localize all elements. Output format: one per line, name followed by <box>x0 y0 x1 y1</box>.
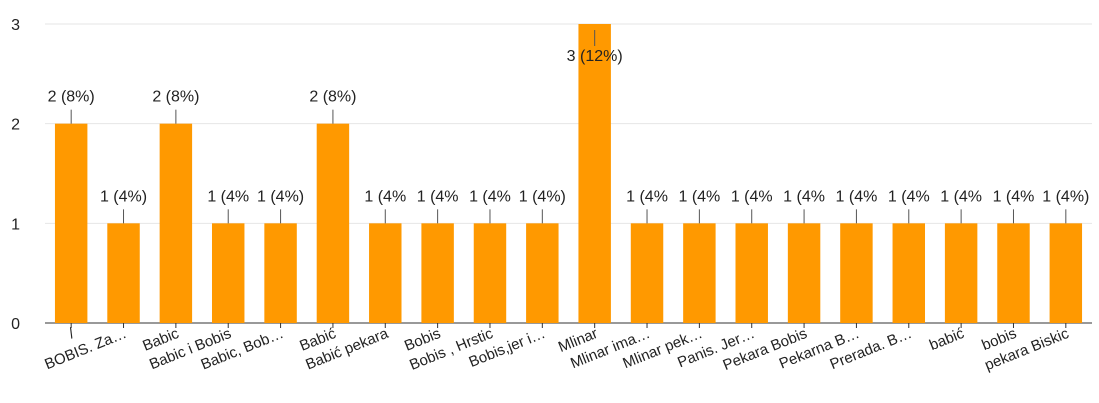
data-label: 1 (4% <box>207 188 249 205</box>
bar <box>473 223 507 323</box>
y-tick-label: 1 <box>11 216 20 233</box>
data-label: 1 (4%) <box>257 188 304 205</box>
bar <box>683 223 716 323</box>
bar <box>1049 223 1083 323</box>
bar <box>107 223 140 323</box>
data-label: 1 (4% <box>678 188 720 205</box>
data-label: 1 (4%) <box>519 188 566 205</box>
data-label: 2 (8%) <box>48 89 95 106</box>
x-tick-label: / <box>66 325 77 343</box>
data-label: 1 (4% <box>993 188 1035 205</box>
bar <box>369 223 402 323</box>
data-label: 1 (4% <box>888 188 930 205</box>
bar <box>630 223 664 323</box>
data-label: 3 (12%) <box>567 48 623 65</box>
data-label: 1 (4% <box>417 188 459 205</box>
data-label: 2 (8%) <box>152 89 199 106</box>
data-label: 1 (4% <box>836 188 878 205</box>
bar <box>840 223 873 323</box>
y-tick-label: 3 <box>11 17 20 34</box>
data-label: 1 (4% <box>940 188 982 205</box>
data-label: 1 (4%) <box>100 188 147 205</box>
data-label: 1 (4% <box>783 188 825 205</box>
data-label: 1 (4%) <box>1042 188 1089 205</box>
bar <box>578 24 611 323</box>
x-tick-label: babić <box>927 325 967 354</box>
bar <box>787 223 821 323</box>
data-label: 1 (4% <box>626 188 668 205</box>
bar <box>526 223 559 323</box>
bar <box>54 123 88 324</box>
bar <box>211 223 245 323</box>
data-label: 1 (4% <box>731 188 773 205</box>
bar <box>944 223 978 323</box>
bar <box>159 123 193 324</box>
bar <box>892 223 926 323</box>
bar <box>264 223 297 323</box>
bar <box>421 223 454 323</box>
data-label: 1 (4% <box>364 188 406 205</box>
bar <box>735 223 768 323</box>
data-label: 1 (4% <box>469 188 511 205</box>
y-tick-label: 2 <box>11 117 20 134</box>
x-tick-label: BOBIS. Za… <box>42 325 129 373</box>
data-label: 2 (8%) <box>309 89 356 106</box>
y-tick-label: 0 <box>11 316 20 333</box>
bar <box>997 223 1030 323</box>
bar <box>316 123 350 324</box>
